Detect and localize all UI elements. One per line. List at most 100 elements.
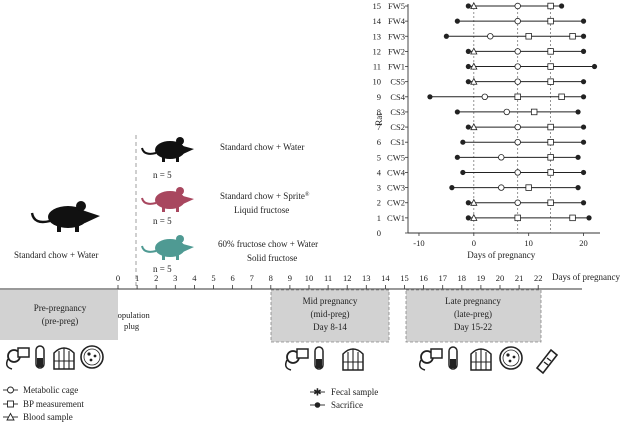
sacrifice-point bbox=[427, 94, 433, 100]
legend-metabolic: Metabolic cage bbox=[3, 385, 78, 395]
bp-point bbox=[547, 154, 554, 161]
phase-late-pregnancy: Late pregnancy (late-preg) Day 15-22 bbox=[405, 289, 542, 343]
phase-pre-pregnancy-box bbox=[0, 290, 118, 340]
sacrifice-point bbox=[580, 33, 587, 39]
pre-pregnancy-procedures bbox=[5, 345, 104, 370]
y-tick-label: 2 bbox=[377, 198, 381, 208]
metabolic-point bbox=[514, 2, 521, 10]
bp-point bbox=[547, 17, 554, 25]
sprite-rat-icon bbox=[141, 187, 194, 212]
blood-point bbox=[470, 77, 478, 85]
group-control-n: n = 5 bbox=[153, 170, 172, 180]
timeline-axis-label: Days of pregnancy bbox=[552, 272, 620, 282]
sacrifice-point bbox=[465, 63, 471, 70]
timeline-tick-label: 17 bbox=[438, 273, 447, 283]
blood-point bbox=[470, 213, 478, 221]
legend-bp: BP measurement bbox=[3, 399, 84, 409]
bp-marker-icon bbox=[7, 400, 14, 408]
y-tick-label: 5 bbox=[377, 152, 381, 162]
solid-fructose-rat-icon bbox=[141, 235, 194, 260]
timeline-tick-label: 19 bbox=[477, 273, 486, 283]
blood-point bbox=[470, 1, 478, 9]
blood-tube-icon bbox=[448, 346, 458, 370]
y-tick-label: 13 bbox=[373, 31, 382, 41]
bp-point bbox=[558, 93, 565, 100]
y-tick-label: 6 bbox=[377, 137, 381, 147]
phase-mid-pregnancy: Mid pregnancy (mid-preg) Day 8-14 bbox=[270, 289, 390, 343]
metabolic-point bbox=[503, 108, 510, 116]
metabolic-point bbox=[514, 17, 521, 25]
bp-point bbox=[547, 138, 554, 146]
rat-label: CS1 bbox=[390, 137, 405, 147]
timeline-tick-label: 18 bbox=[458, 273, 467, 283]
phase-pre-pregnancy-name: Pre-pregnancy bbox=[34, 303, 87, 313]
sacrifice-point bbox=[454, 109, 460, 115]
legend-blood-label: Blood sample bbox=[23, 412, 73, 422]
timeline-tick-label: 0 bbox=[116, 273, 120, 283]
group-control-label: Standard chow + Water bbox=[220, 142, 304, 152]
timeline-tick-label: 4 bbox=[192, 273, 197, 283]
legend-metabolic-label: Metabolic cage bbox=[23, 385, 78, 395]
x-tick-label: 20 bbox=[579, 238, 588, 248]
bp-cuff-icon bbox=[284, 348, 309, 371]
rat-label: FW1 bbox=[388, 62, 405, 72]
rat-label: CW3 bbox=[387, 183, 405, 193]
copulation-label: Copulation bbox=[112, 310, 151, 320]
metabolic-cage-icon bbox=[53, 347, 75, 370]
timeline-tick-label: 3 bbox=[173, 273, 177, 283]
sacrifice-point bbox=[580, 200, 587, 206]
phase-mid-pregnancy-abbr: (mid-preg) bbox=[311, 309, 350, 319]
timeline-tick-label: 13 bbox=[362, 273, 371, 283]
x-tick-label: -10 bbox=[413, 238, 424, 248]
timeline-tick-label: 22 bbox=[534, 273, 543, 283]
rat-label: CW4 bbox=[387, 167, 406, 177]
mid-pregnancy-procedures bbox=[284, 346, 364, 371]
bp-point bbox=[547, 48, 554, 55]
sacrifice-point bbox=[580, 79, 587, 85]
phase-late-pregnancy-abbr: (late-preg) bbox=[454, 309, 492, 319]
group-sprite-registered: ® bbox=[305, 191, 310, 198]
late-pregnancy-procedures bbox=[418, 346, 559, 375]
chart-x-axis-label: Days of pregnancy bbox=[467, 250, 535, 260]
legend: Metabolic cage BP measurement Blood samp… bbox=[3, 385, 378, 422]
metabolic-cage-icon bbox=[470, 348, 492, 371]
timeline-tick-label: 7 bbox=[250, 273, 254, 283]
fecal-marker-icon: ✱ bbox=[313, 388, 321, 399]
timeline-tick-label: 12 bbox=[343, 273, 352, 283]
x-tick-label: 0 bbox=[472, 238, 476, 248]
sacrifice-point bbox=[559, 3, 565, 9]
pre-pregnancy-diet-label: Standard chow + Water bbox=[14, 250, 98, 260]
sacrifice-point bbox=[465, 79, 471, 85]
timeline-tick-label: 21 bbox=[515, 273, 524, 283]
y-tick-label: 1 bbox=[377, 213, 381, 223]
pre-pregnancy-rat-icon bbox=[30, 201, 100, 232]
sacrifice-point bbox=[454, 18, 460, 24]
sacrifice-point bbox=[580, 18, 587, 24]
sacrifice-point bbox=[580, 169, 587, 176]
sacrifice-point bbox=[580, 139, 587, 145]
phase-late-pregnancy-box bbox=[405, 289, 542, 343]
y-tick-label: 10 bbox=[373, 77, 382, 87]
timeline-tick-label: 16 bbox=[419, 273, 428, 283]
rat-label: CS4 bbox=[390, 92, 405, 102]
y-tick-label: 11 bbox=[373, 62, 381, 72]
metabolic-point bbox=[498, 184, 505, 191]
timeline-tick-label: 10 bbox=[305, 273, 314, 283]
sacrifice-point bbox=[580, 48, 587, 55]
legend-fecal: ✱ Fecal sample bbox=[310, 387, 378, 399]
timeline-tick-label: 15 bbox=[400, 273, 409, 283]
metabolic-point bbox=[514, 78, 521, 85]
timeline-tick-label: 14 bbox=[381, 273, 390, 283]
rat-illustrations bbox=[30, 137, 194, 260]
sacrifice-point bbox=[454, 154, 460, 160]
sacrifice-point bbox=[580, 124, 587, 130]
metabolic-marker-icon bbox=[7, 386, 14, 394]
y-tick-label: 8 bbox=[377, 107, 381, 117]
sacrifice-point bbox=[443, 33, 449, 39]
bp-point bbox=[547, 123, 554, 131]
sacrifice-point bbox=[465, 200, 471, 206]
timeline-tick-label: 2 bbox=[154, 273, 158, 283]
rat-label: FW4 bbox=[388, 16, 406, 26]
bp-cuff-icon bbox=[418, 348, 443, 371]
